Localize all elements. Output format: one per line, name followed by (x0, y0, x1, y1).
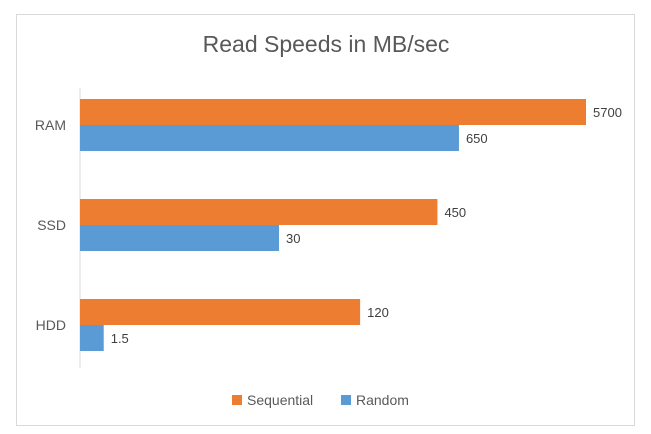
data-label-random-hdd: 1.5 (111, 331, 129, 346)
legend-label-sequential: Sequential (247, 392, 313, 408)
category-label-ssd: SSD (37, 217, 66, 233)
bars-layer (80, 99, 586, 351)
chart-title: Read Speeds in MB/sec (203, 31, 450, 57)
data-label-sequential-ssd: 450 (444, 205, 466, 220)
bar-random-ram (80, 125, 459, 151)
legend: Sequential Random (232, 392, 409, 408)
legend-swatch-random (341, 395, 351, 405)
data-label-random-ssd: 30 (286, 231, 300, 246)
category-label-hdd: HDD (36, 317, 66, 333)
bar-sequential-ssd (80, 199, 438, 225)
bar-sequential-ram (80, 99, 586, 125)
bar-sequential-hdd (80, 299, 361, 325)
category-label-ram: RAM (35, 117, 66, 133)
bar-random-ssd (80, 225, 280, 251)
labels-layer: RAM 5700 650 SSD 450 30 HDD 120 1.5 (35, 105, 622, 346)
legend-label-random: Random (356, 392, 409, 408)
legend-swatch-sequential (232, 395, 242, 405)
bar-random-hdd (80, 325, 104, 351)
data-label-sequential-hdd: 120 (367, 305, 389, 320)
data-label-sequential-ram: 5700 (593, 105, 622, 120)
data-label-random-ram: 650 (466, 131, 488, 146)
